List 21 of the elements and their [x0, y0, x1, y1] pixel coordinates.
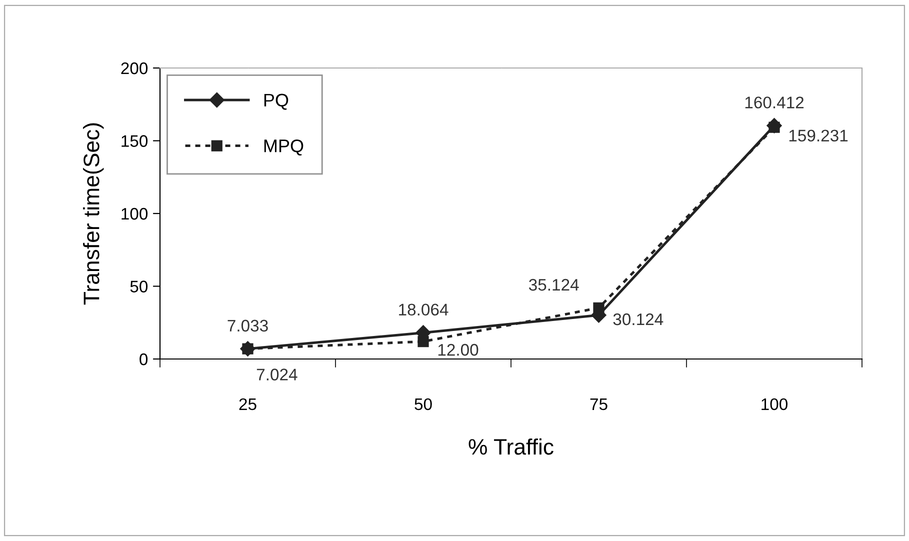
y-axis-title: Transfer time(Sec): [83, 123, 104, 305]
y-tick-label: 50: [130, 280, 148, 292]
legend-label: PQ: [264, 94, 288, 110]
y-tick-label: 100: [122, 208, 148, 220]
data-label: 159.231: [789, 130, 848, 142]
data-label: 30.124: [613, 313, 664, 326]
data-label: 7.024: [256, 368, 298, 380]
data-label: 35.124: [528, 278, 579, 291]
data-label: 18.064: [399, 304, 448, 316]
y-tick-label: 150: [122, 135, 148, 147]
y-tick-label: 0: [140, 353, 148, 366]
x-tick-label: 25: [239, 398, 256, 410]
x-axis-title: % Traffic: [468, 438, 554, 455]
data-label: 7.033: [228, 320, 268, 332]
x-tick-label: 50: [414, 398, 432, 410]
data-label: 12.00: [438, 344, 478, 356]
legend-label: MPQ: [264, 139, 304, 156]
x-tick-label: 75: [590, 398, 608, 410]
x-tick-label: 100: [762, 398, 788, 410]
y-tick-label: 200: [121, 62, 148, 74]
data-label: 160.412: [745, 96, 804, 108]
